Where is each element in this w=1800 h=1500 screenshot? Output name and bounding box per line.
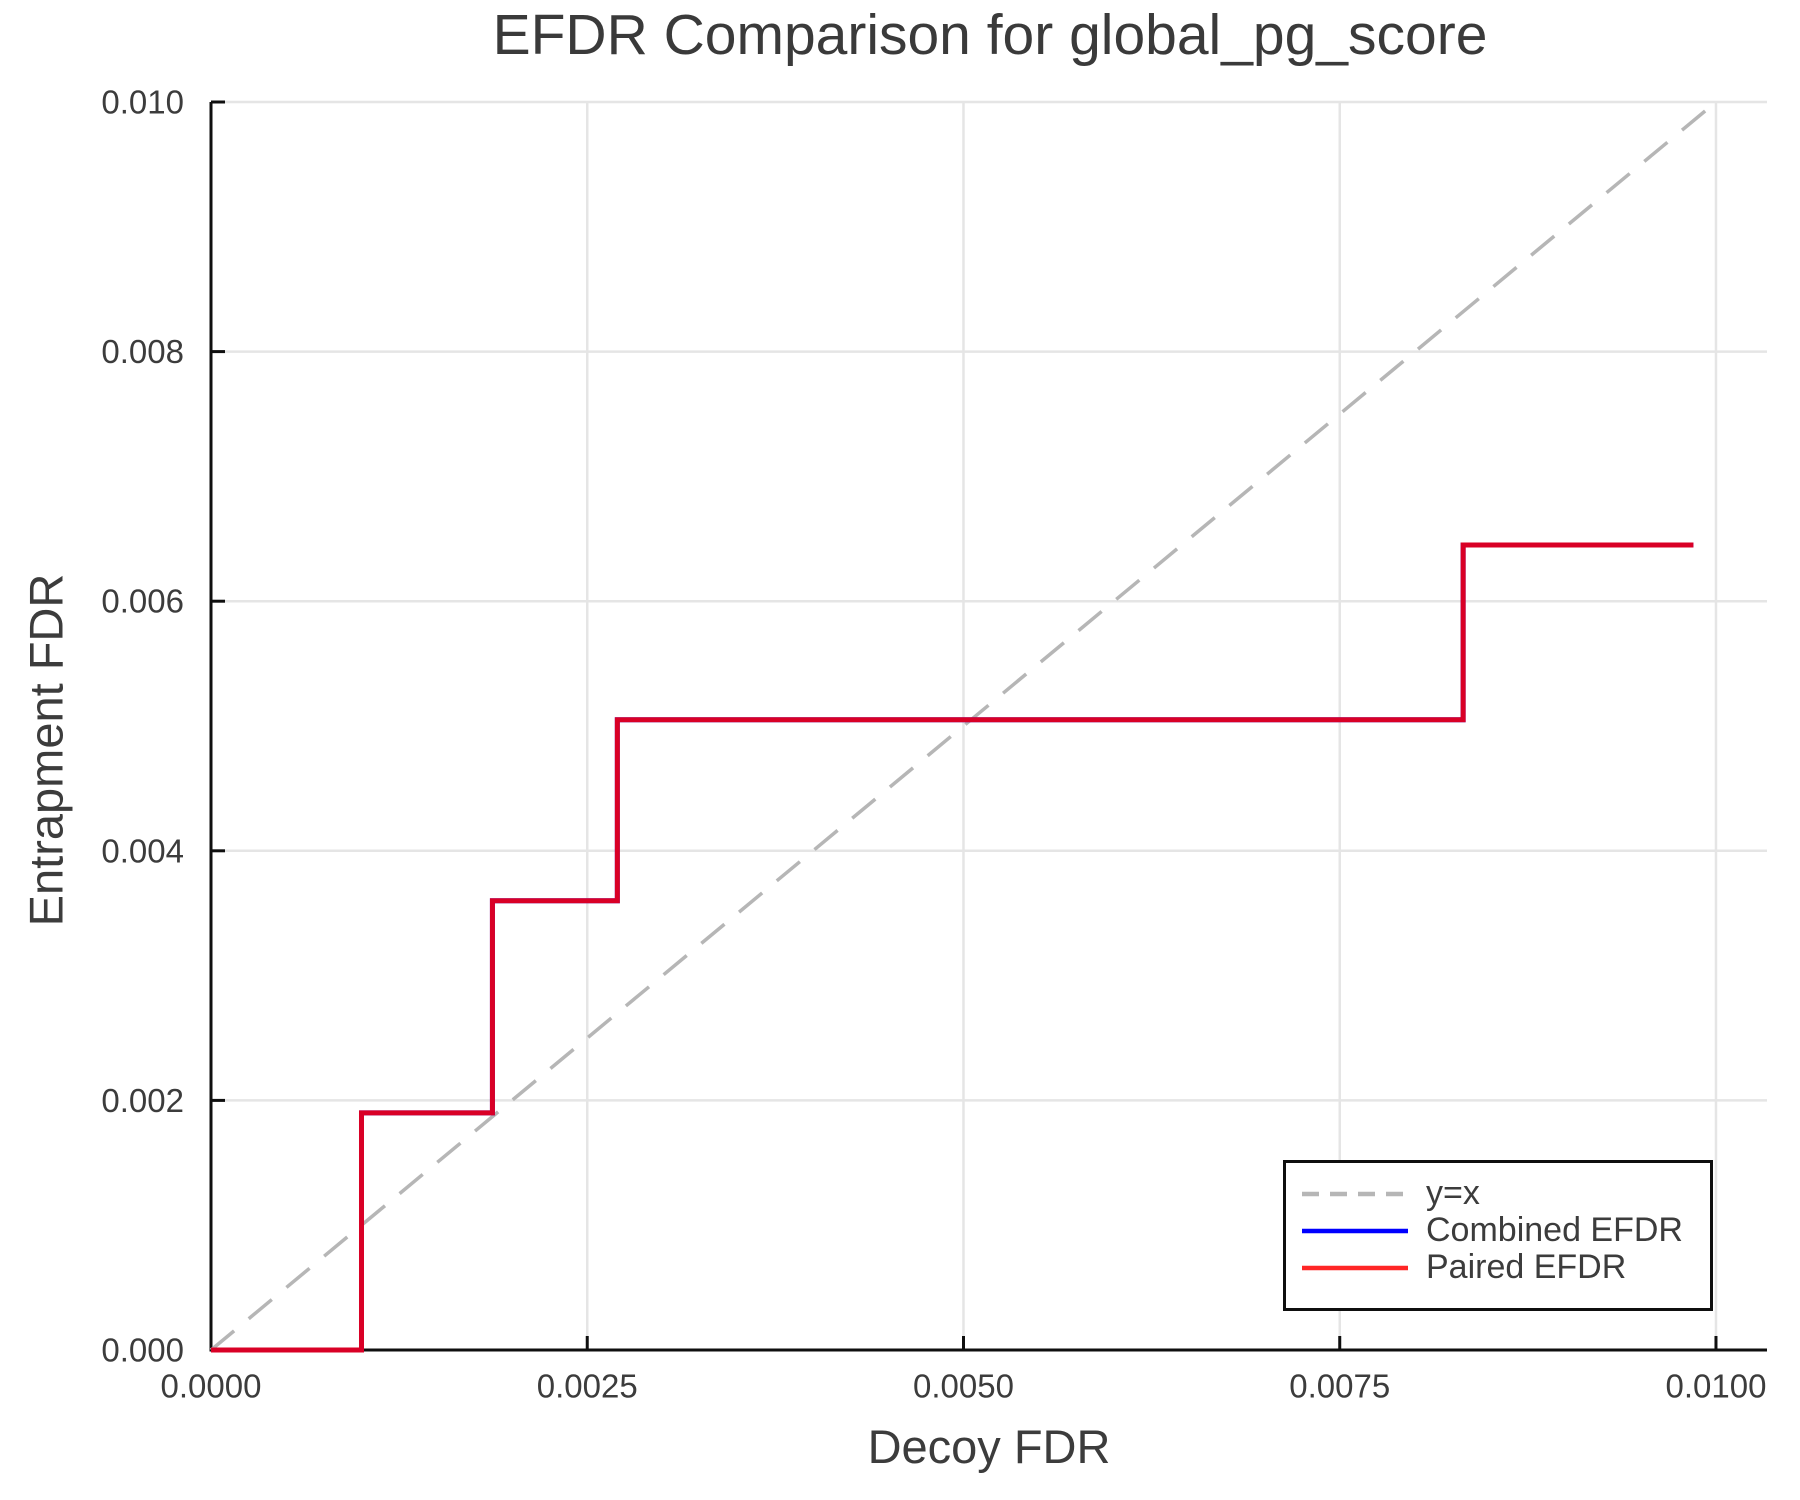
legend-swatch-combined-efdr-line-icon [1302,1228,1408,1233]
legend-label-combined-efdr: Combined EFDR [1426,1211,1683,1249]
y-tick-label: 0.006 [101,583,184,620]
y-tick-label: 0.004 [101,832,184,869]
series-line-y-x [209,100,1718,1352]
x-tick-label: 0.0100 [1666,1368,1767,1405]
chart-title: EFDR Comparison for global_pg_score [492,3,1488,67]
y-axis-title: Entrapment FDR [19,573,73,927]
x-tick-label: 0.0075 [1289,1368,1390,1405]
x-axis-title: Decoy FDR [867,1420,1111,1473]
legend: y=x Combined EFDR Paired EFDR [1283,1160,1713,1311]
x-tick-label: 0.0000 [161,1368,262,1405]
x-tick-label: 0.0025 [537,1368,638,1405]
legend-row-yx: y=x [1300,1175,1710,1212]
y-tick-label: 0.008 [101,333,184,370]
y-tick-label: 0.010 [101,84,184,121]
series-line-paired-efdr [211,542,1694,1353]
x-tick-label: 0.0050 [913,1368,1014,1405]
y-tick-label: 0.000 [101,1332,184,1369]
legend-row-paired-efdr: Paired EFDR [1300,1249,1710,1286]
legend-label-yx: y=x [1426,1174,1480,1212]
legend-swatch-yx-line-icon [1302,1191,1408,1196]
y-tick-label: 0.002 [101,1082,184,1119]
legend-swatch-paired-efdr-line-icon [1302,1265,1408,1270]
legend-label-paired-efdr: Paired EFDR [1426,1248,1627,1286]
legend-row-combined-efdr: Combined EFDR [1300,1212,1710,1249]
